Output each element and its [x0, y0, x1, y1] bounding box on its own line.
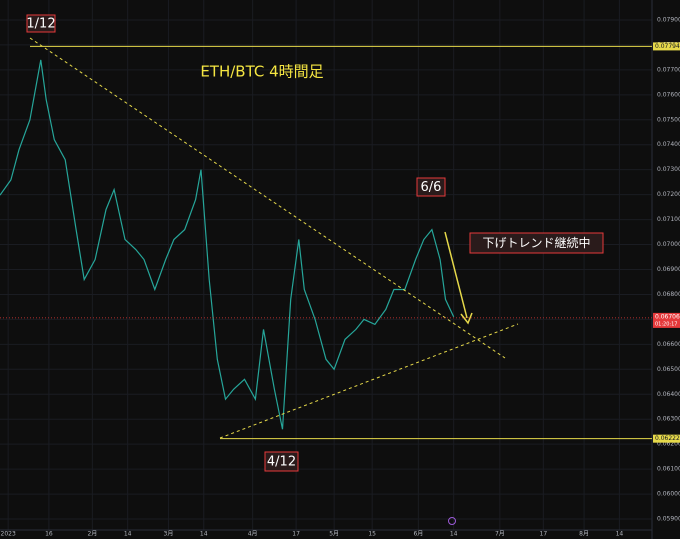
- x-tick-label: 15: [368, 531, 376, 538]
- y-tick-label: 0.06800: [657, 291, 680, 298]
- x-tick-label: 3月: [164, 531, 174, 538]
- y-tick-label: 0.07200: [657, 191, 680, 198]
- grid: [0, 0, 652, 530]
- x-tick-label: 7月: [495, 531, 505, 538]
- y-tick-label: 0.07500: [657, 116, 680, 123]
- y-tick-label: 0.05900: [657, 516, 680, 523]
- y-tick-label: 0.06900: [657, 266, 680, 273]
- chart-title: ETH/BTC 4時間足: [200, 63, 323, 81]
- y-tick-label: 0.07100: [657, 216, 680, 223]
- y-tick-label: 0.06000: [657, 491, 680, 498]
- x-tick-label: 2月: [87, 531, 97, 538]
- y-tick-label: 0.07400: [657, 141, 680, 148]
- annotation-box: [264, 451, 299, 472]
- x-tick-label: 16: [45, 531, 53, 538]
- x-tick-label: 14: [200, 531, 208, 538]
- y-tick-label: 0.06600: [657, 341, 680, 348]
- arrow: [444, 231, 468, 319]
- y-tick-label: 0.07700: [657, 66, 680, 73]
- countdown-label: 01:20:17: [655, 321, 677, 327]
- y-tick-label: 0.07300: [657, 166, 680, 173]
- y-tick-label: 0.07900: [657, 16, 680, 23]
- price-line: [0, 59, 455, 430]
- annotation-box: [26, 14, 56, 33]
- level-tag: [653, 42, 680, 51]
- y-tick-label: 0.06500: [657, 366, 680, 373]
- annotation: 下げトレンド継続中: [482, 235, 590, 250]
- y-tick-label: 0.06200: [657, 441, 680, 448]
- x-tick-label: 14: [616, 531, 624, 538]
- event-icon: [448, 517, 456, 525]
- y-tick-label: 0.06400: [657, 391, 680, 398]
- x-tick-label: 14: [450, 531, 458, 538]
- plot: [0, 59, 455, 430]
- annotation: 1/12: [26, 17, 55, 32]
- x-tick-label: 2023: [1, 531, 16, 538]
- level-label: 0.07794: [655, 43, 680, 50]
- y-tick-label: 0.07600: [657, 91, 680, 98]
- x-tick-label: 4月: [248, 531, 258, 538]
- annotation: 6/6: [421, 180, 442, 195]
- y-tick-label: 0.06100: [657, 466, 680, 473]
- y-tick-label: 0.06300: [657, 416, 680, 423]
- x-tick-label: 5月: [329, 531, 339, 538]
- level-label: 0.06222: [655, 435, 680, 442]
- level-tag: [653, 434, 680, 443]
- annotation-box: [469, 232, 604, 254]
- x-tick-label: 8月: [579, 531, 589, 538]
- x-tick-label: 17: [540, 531, 548, 538]
- x-tick-label: 17: [292, 531, 300, 538]
- annotation: 4/12: [267, 455, 296, 470]
- annotation-box: [416, 177, 446, 197]
- x-tick-label: 6月: [413, 531, 423, 538]
- last-price-tag: [653, 312, 680, 328]
- arrow-head: [460, 312, 473, 325]
- trendline-up: [219, 323, 519, 439]
- x-tick-label: 14: [124, 531, 132, 538]
- y-tick-label: 0.07000: [657, 241, 680, 248]
- last-price-label: 0.06706: [655, 313, 680, 320]
